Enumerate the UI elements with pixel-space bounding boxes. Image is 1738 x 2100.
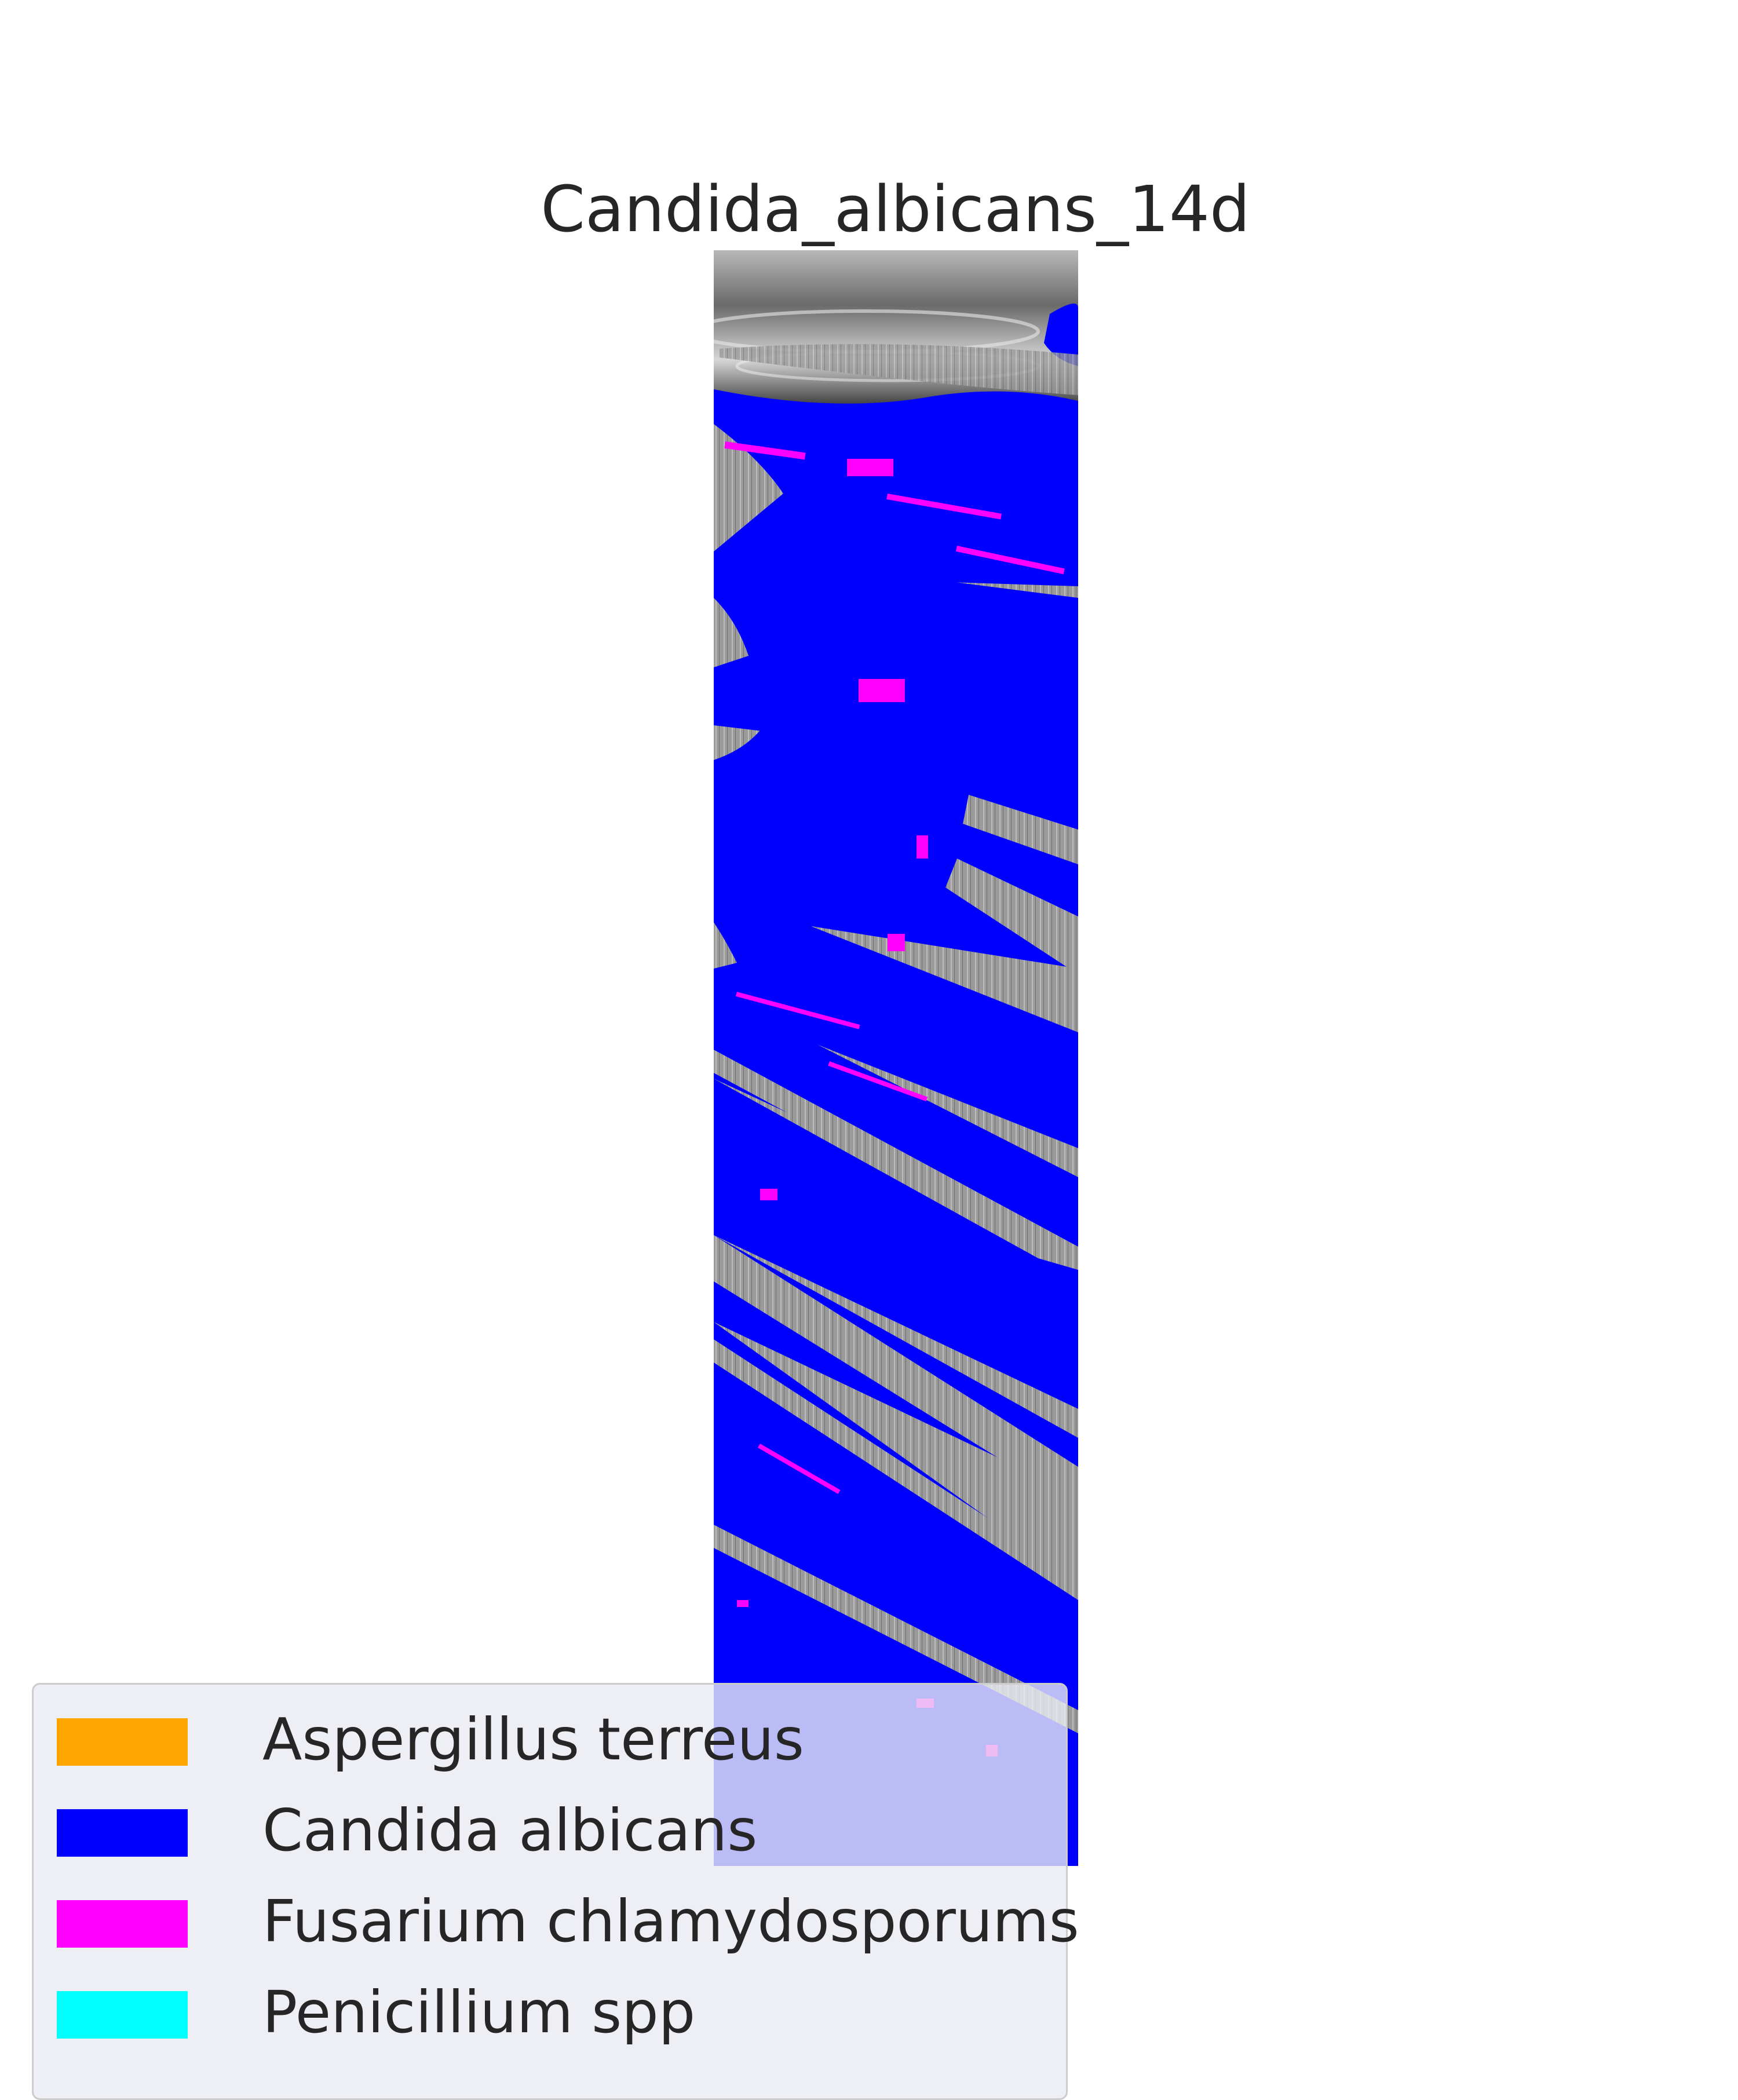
legend-item-penicillium: Penicillium spp [57,1975,1042,2046]
legend-swatch-penicillium [57,1991,188,2039]
uncovered-bands [714,344,1078,1733]
legend-swatch-aspergillus [57,1718,188,1766]
legend-label: Penicillium spp [262,1978,696,2046]
legend-label: Fusarium chlamydosporums [262,1887,1079,1955]
legend-swatch-candida [57,1809,188,1857]
legend-item-fusarium: Fusarium chlamydosporums [57,1884,1079,1955]
segmentation-image [714,250,1078,1866]
legend-swatch-fusarium [57,1900,188,1948]
legend-item-aspergillus: Aspergillus terreus [57,1702,1042,1773]
legend-item-candida: Candida albicans [57,1793,1042,1864]
legend: Aspergillus terreus Candida albicans Fus… [32,1683,1079,2100]
legend-label: Aspergillus terreus [262,1705,804,1773]
legend-label: Candida albicans [262,1796,758,1864]
fusarium-overlay [724,441,1065,1756]
figure-title: Candida_albicans_14d [541,172,1250,246]
